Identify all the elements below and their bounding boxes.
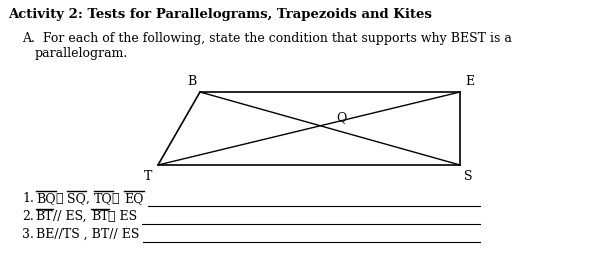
Text: EQ: EQ <box>124 192 143 205</box>
Text: Q: Q <box>336 111 347 124</box>
Text: SQ: SQ <box>67 192 86 205</box>
Text: ≅ ES: ≅ ES <box>108 210 137 223</box>
Text: A.  For each of the following, state the condition that supports why BEST is a: A. For each of the following, state the … <box>22 32 512 45</box>
Text: BT: BT <box>91 210 108 223</box>
Text: BT: BT <box>36 210 54 223</box>
Text: // ES,: // ES, <box>54 210 91 223</box>
Text: 3.: 3. <box>22 228 34 241</box>
Text: BE//TS , BT// ES: BE//TS , BT// ES <box>36 228 139 241</box>
Text: TQ: TQ <box>94 192 112 205</box>
Text: parallelogram.: parallelogram. <box>35 47 128 60</box>
Text: ,: , <box>86 192 94 205</box>
Text: ≅: ≅ <box>112 192 124 205</box>
Text: 2.: 2. <box>22 210 34 223</box>
Text: Activity 2: Tests for Parallelograms, Trapezoids and Kites: Activity 2: Tests for Parallelograms, Tr… <box>8 8 432 21</box>
Text: B: B <box>188 75 197 88</box>
Text: 1.: 1. <box>22 192 34 205</box>
Text: ≅: ≅ <box>55 192 67 205</box>
Text: T: T <box>143 170 152 183</box>
Text: S: S <box>464 170 472 183</box>
Text: E: E <box>465 75 474 88</box>
Text: BQ: BQ <box>36 192 55 205</box>
